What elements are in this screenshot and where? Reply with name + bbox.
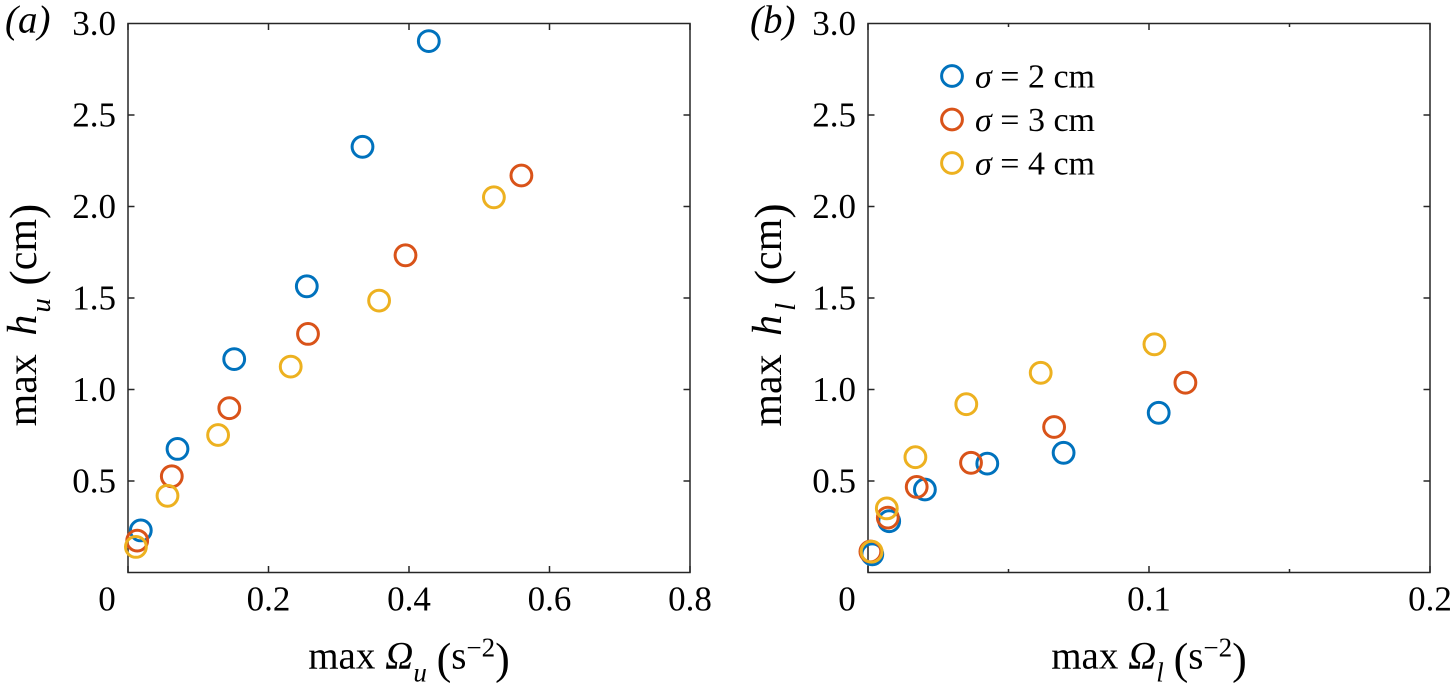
svg-text:2.0: 2.0 [72,187,116,226]
svg-text:3.0: 3.0 [812,4,856,43]
svg-text:σ = 4 cm: σ = 4 cm [975,146,1095,183]
svg-text:0.5: 0.5 [72,461,116,500]
svg-text:2.5: 2.5 [72,95,116,134]
svg-text:2.5: 2.5 [812,95,856,134]
svg-text:0.4: 0.4 [387,580,431,619]
svg-text:1.5: 1.5 [72,278,116,317]
svg-text:1.0: 1.0 [72,370,116,409]
svg-text:1.5: 1.5 [812,278,856,317]
svg-text:σ = 2 cm: σ = 2 cm [975,59,1095,96]
svg-text:0: 0 [98,580,116,619]
svg-text:0.6: 0.6 [528,580,572,619]
svg-text:max Ωu (s−2): max Ωu (s−2) [308,633,510,688]
svg-text:1.0: 1.0 [812,370,856,409]
svg-text:max hl (cm): max hl (cm) [745,203,802,426]
svg-text:0.5: 0.5 [812,461,856,500]
svg-text:0.2: 0.2 [1408,580,1451,619]
svg-text:0: 0 [838,580,856,619]
svg-text:max hu (cm): max hu (cm) [0,204,57,427]
svg-text:0.1: 0.1 [1127,580,1171,619]
svg-text:max Ωl (s−2): max Ωl (s−2) [1051,633,1247,688]
svg-text:2.0: 2.0 [812,187,856,226]
svg-text:3.0: 3.0 [72,4,116,43]
svg-text:0.8: 0.8 [668,580,712,619]
svg-text:(b): (b) [750,0,795,42]
svg-text:0.2: 0.2 [247,580,291,619]
svg-text:σ = 3 cm: σ = 3 cm [975,102,1095,139]
svg-text:(a): (a) [5,0,50,42]
